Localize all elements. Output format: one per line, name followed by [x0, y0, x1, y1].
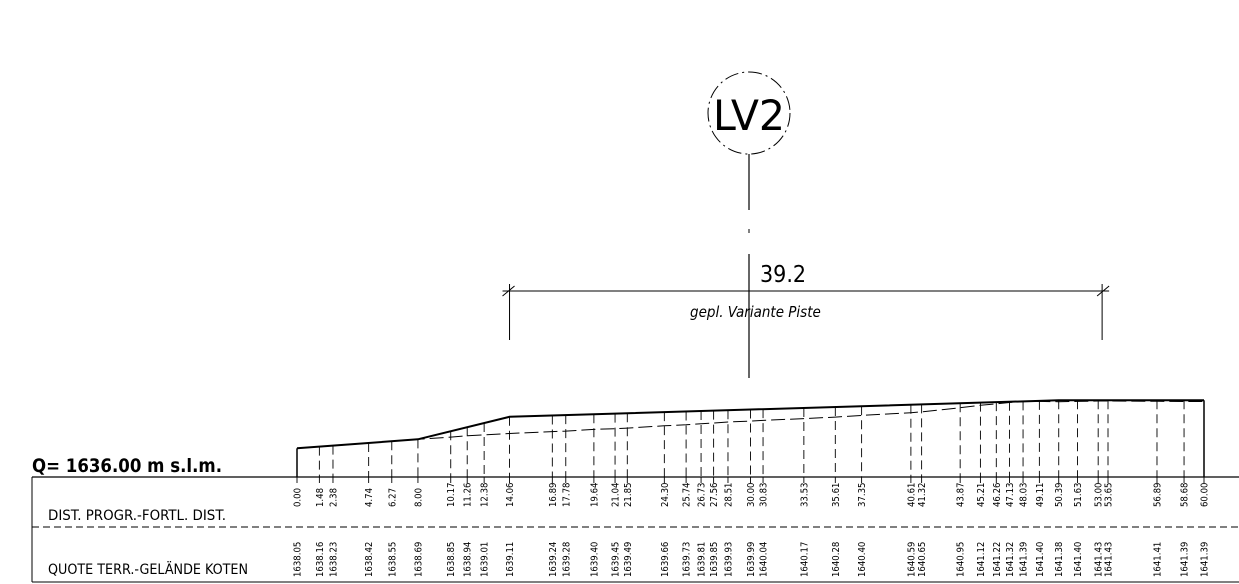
- station-distance: 4.74: [364, 488, 375, 507]
- station-elevation: 1641.32: [1005, 542, 1016, 577]
- datum: Q= 1636.00 m s.l.m.: [32, 455, 1239, 478]
- station-distance: 8.00: [413, 488, 424, 507]
- label-bubble-text: LV2: [713, 91, 785, 140]
- station-elevation: 1638.16: [315, 542, 326, 577]
- centerline-label: LV2: [707, 71, 791, 378]
- station-distance: 17.78: [561, 483, 572, 507]
- station-distance: 37.35: [857, 483, 868, 507]
- station-elevation: 1641.43: [1094, 542, 1105, 577]
- station-elevation: 1639.81: [697, 542, 708, 577]
- station-distance: 60.00: [1200, 483, 1211, 507]
- station-distance: 58.68: [1180, 483, 1191, 507]
- station-elevation: 1639.11: [505, 542, 516, 577]
- station-elevation: 1641.39: [1200, 542, 1211, 577]
- station-elevation: 1641.40: [1035, 542, 1046, 577]
- station-distance: 43.87: [956, 483, 967, 507]
- station-distance: 2.38: [329, 488, 340, 507]
- station-distance: 21.85: [623, 483, 634, 507]
- station-elevation: 1639.85: [709, 542, 720, 577]
- station-distance: 6.27: [387, 488, 398, 507]
- station-distance: 12.38: [480, 483, 491, 507]
- station-elevation: 1639.28: [561, 542, 572, 577]
- profile-area: [296, 399, 1205, 477]
- station-distance: 26.73: [697, 483, 708, 507]
- station-distance: 10.17: [446, 483, 457, 507]
- station-distance: 51.63: [1073, 483, 1084, 507]
- station-elevation: 1639.66: [660, 542, 671, 577]
- station-elevation: 1641.38: [1054, 542, 1065, 577]
- station-elevation: 1639.40: [589, 542, 600, 577]
- station-distance: 49.11: [1035, 483, 1046, 507]
- station-distance: 48.03: [1019, 483, 1030, 507]
- station-elevation: 1640.04: [759, 542, 770, 577]
- station-distance: 41.32: [917, 483, 928, 507]
- station-distance: 56.89: [1153, 483, 1164, 507]
- station-elevation: 1639.01: [480, 542, 491, 577]
- station-elevation: 1640.95: [956, 542, 967, 577]
- station-elevation: 1640.65: [917, 542, 928, 577]
- station-elevation: 1639.99: [746, 542, 757, 577]
- row-label-distance: DIST. PROGR.-FORTL. DIST.: [48, 508, 226, 524]
- station-elevation: 1641.40: [1073, 542, 1084, 577]
- dimension-caption: gepl. Variante Piste: [690, 303, 821, 321]
- datum-label: Q= 1636.00 m s.l.m.: [32, 455, 222, 477]
- station-distance: 11.26: [463, 483, 474, 507]
- data-table: DIST. PROGR.-FORTL. DIST. QUOTE TERR.-GE…: [31, 477, 1239, 583]
- station-elevation: 1639.73: [682, 542, 693, 577]
- station-elevation: 1641.41: [1153, 542, 1164, 577]
- station-distance: 30.83: [759, 483, 770, 507]
- dimension-tick-right: [1096, 285, 1110, 297]
- station-distance: 46.26: [992, 483, 1003, 507]
- station-distance: 47.13: [1005, 483, 1016, 507]
- station-distance: 19.64: [589, 483, 600, 507]
- station-elevation: 1638.05: [293, 542, 304, 577]
- station-distance: 1.48: [315, 488, 326, 507]
- station-elevation: 1641.39: [1180, 542, 1191, 577]
- station-distance: 14.06: [505, 483, 516, 507]
- station-distance: 24.30: [660, 483, 671, 507]
- dimension-value: 39.2: [760, 262, 806, 288]
- station-elevation: 1638.85: [446, 542, 457, 577]
- width-dimension: 39.2 gepl. Variante Piste: [502, 262, 1110, 340]
- station-elevation: 1641.43: [1104, 542, 1115, 577]
- label-bubble-circle: [707, 71, 791, 155]
- station-distance: 16.89: [548, 483, 559, 507]
- station-elevation: 1640.40: [857, 542, 868, 577]
- station-distance: 30.00: [746, 483, 757, 507]
- station-elevation: 1640.59: [906, 542, 917, 577]
- station-elevation: 1641.39: [1019, 542, 1030, 577]
- station-elevation: 1638.94: [463, 542, 474, 577]
- station-elevation: 1639.49: [623, 542, 634, 577]
- dimension-tick-left: [502, 285, 515, 297]
- station-elevation: 1639.24: [548, 542, 559, 577]
- station-elevation: 1640.28: [831, 542, 842, 577]
- station-distance: 27.56: [709, 483, 720, 507]
- station-distance: 35.61: [831, 483, 842, 507]
- station-elevation: 1641.22: [992, 542, 1003, 577]
- station-distance: 0.00: [293, 488, 304, 507]
- row-label-elevation: QUOTE TERR.-GELÄNDE KOTEN: [48, 560, 248, 578]
- station-elevation: 1638.69: [413, 542, 424, 577]
- station-distance: 45.21: [976, 483, 987, 507]
- station-distance: 50.39: [1054, 483, 1065, 507]
- table-values: 0.00 1638.05 1.48 1638.16 2.38 1638.23 4.74 163…: [293, 477, 1211, 577]
- station-elevation: 1638.42: [364, 542, 375, 577]
- station-distance: 53.00: [1094, 483, 1105, 507]
- station-distance: 33.53: [799, 483, 810, 507]
- station-distance: 21.04: [611, 483, 622, 507]
- station-elevation: 1640.17: [799, 542, 810, 577]
- station-elevation: 1638.23: [329, 542, 340, 577]
- station-distance: 28.51: [724, 483, 735, 507]
- station-elevation: 1639.93: [724, 542, 735, 577]
- station-distance: 25.74: [682, 483, 693, 507]
- station-elevation: 1638.55: [387, 542, 398, 577]
- station-distance: 53.65: [1104, 483, 1115, 507]
- station-elevation: 1639.45: [611, 542, 622, 577]
- station-distance: 40.61: [906, 483, 917, 507]
- station-elevation: 1641.12: [976, 542, 987, 577]
